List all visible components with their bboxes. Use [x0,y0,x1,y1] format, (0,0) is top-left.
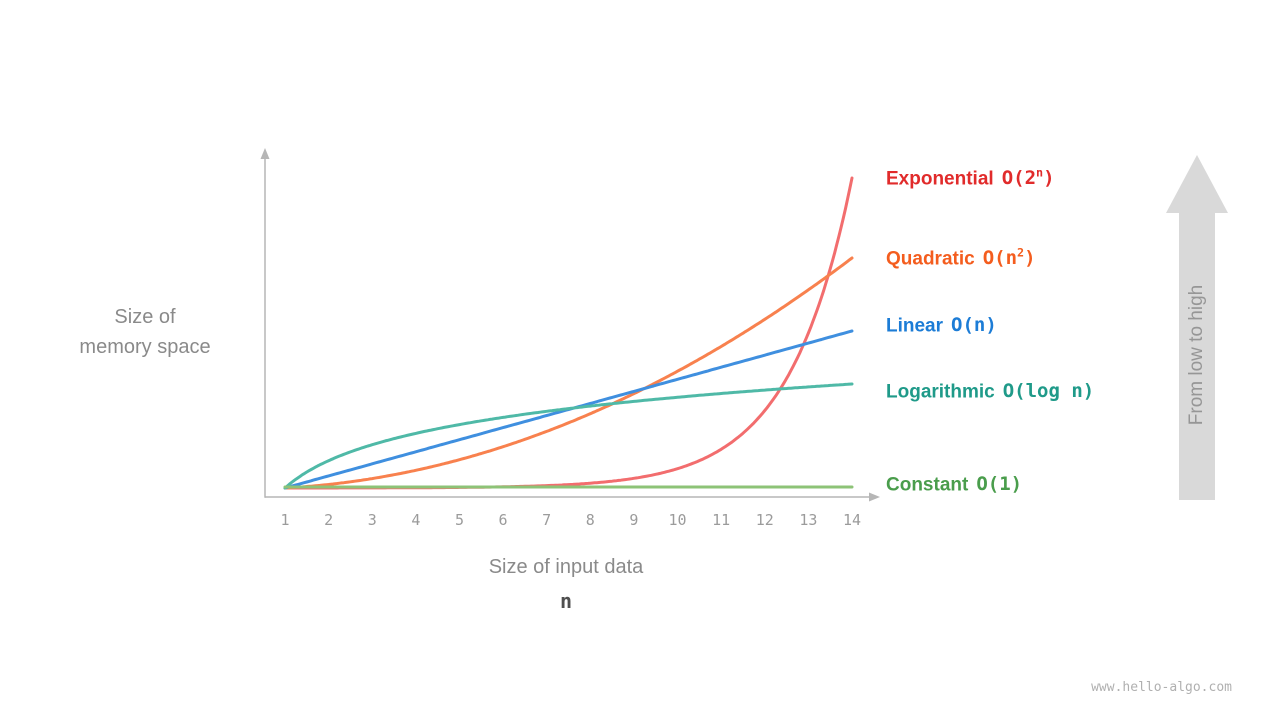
x-tick-label: 14 [842,511,862,529]
x-tick-label: 2 [324,511,334,529]
up-arrow-body [1179,212,1215,500]
curve-quadratic [283,256,854,490]
legend-item-constant: Constant O(1) [886,472,1022,496]
legend-notation: O(log n) [1002,380,1095,403]
y-axis-label-line2: memory space [79,336,211,358]
legend-notation: O(1) [976,473,1023,496]
arrow-annotation: From low to high [1186,284,1207,426]
x-tick-label: 8 [585,511,595,529]
x-tick-label: 3 [367,511,377,529]
legend-notation: O(n) [951,314,997,337]
legend-notation: O(2n) [1001,166,1055,190]
curves-group [283,176,854,490]
x-tick-label: 12 [755,511,774,529]
x-tick-label: 7 [542,511,552,529]
y-axis-arrow-icon [260,148,270,159]
x-tick-label: 13 [799,511,818,529]
legend-item-exponential: Exponential O(2n) [886,166,1055,190]
x-tick-label: 4 [411,511,421,529]
x-tick-label: 6 [498,511,508,529]
legend-label: Linear [886,315,944,337]
x-tick-label: 10 [668,511,687,529]
x-tick-label: 9 [629,511,639,529]
legend-label: Constant [886,474,969,496]
legend-label: Quadratic [886,248,975,270]
legend-label: Logarithmic [886,381,995,403]
curve-exponential [283,176,854,490]
watermark: www.hello-algo.com [1091,680,1232,695]
x-axis-label: Size of input data [488,556,644,578]
legend-notation: O(n2) [982,246,1036,270]
x-tick-labels: 1 2 3 4 5 6 7 8 9 10 11 12 13 14 [0,511,1280,531]
y-axis-label-line1: Size of [114,306,176,328]
legend-item-logarithmic: Logarithmic O(log n) [886,379,1094,403]
x-tick-label: 11 [712,511,731,529]
x-tick-label: 5 [454,511,464,529]
legend-label: Exponential [886,168,994,190]
legend-item-linear: Linear O(n) [886,313,997,337]
y-axis-label: Size of memory space [35,302,255,362]
up-arrow-head-icon [1166,155,1228,213]
x-axis-arrow-icon [869,492,880,502]
x-axis-symbol: n [559,589,573,613]
legend-item-quadratic: Quadratic O(n2) [886,246,1036,270]
curve-logarithmic [283,382,854,490]
x-tick-label: 1 [280,511,290,529]
